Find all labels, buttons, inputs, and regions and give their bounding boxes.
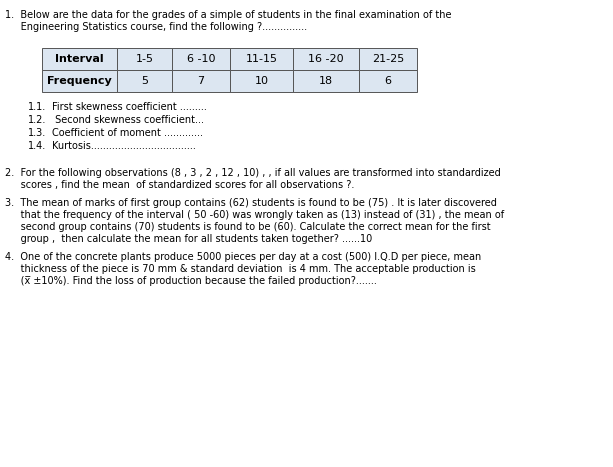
Text: 1.3.: 1.3. [28, 128, 46, 138]
Text: 4.  One of the concrete plants produce 5000 pieces per day at a cost (500) I.Q.D: 4. One of the concrete plants produce 50… [5, 252, 481, 262]
Text: 16 -20: 16 -20 [308, 54, 344, 64]
Text: group ,  then calculate the mean for all students taken together? ......10: group , then calculate the mean for all … [5, 234, 372, 244]
Bar [117, 48, 172, 70]
Text: 10: 10 [254, 76, 268, 86]
Bar [230, 70, 293, 92]
Text: second group contains (70) students is found to be (60). Calculate the correct m: second group contains (70) students is f… [5, 222, 490, 232]
Bar [172, 70, 230, 92]
Text: thickness of the piece is 70 mm & standard deviation  is 4 mm. The acceptable pr: thickness of the piece is 70 mm & standa… [5, 264, 476, 274]
Bar [359, 48, 417, 70]
Text: 18: 18 [319, 76, 333, 86]
Text: 1.4.: 1.4. [28, 141, 46, 151]
Bar [172, 48, 230, 70]
Text: 6 -10: 6 -10 [187, 54, 215, 64]
Text: Engineering Statistics course, find the following ?...............: Engineering Statistics course, find the … [5, 22, 307, 32]
Text: 1.1.: 1.1. [28, 102, 46, 112]
Text: 1.  Below are the data for the grades of a simple of students in the final exami: 1. Below are the data for the grades of … [5, 10, 452, 20]
Text: Kurtosis...................................: Kurtosis................................… [52, 141, 196, 151]
Text: 1-5: 1-5 [135, 54, 153, 64]
Text: Second skewness coefficient...: Second skewness coefficient... [52, 115, 204, 125]
Text: Coefficient of moment .............: Coefficient of moment ............. [52, 128, 203, 138]
Text: 6: 6 [384, 76, 392, 86]
Text: (x̅ ±10%). Find the loss of production because the failed production?.......: (x̅ ±10%). Find the loss of production b… [5, 276, 377, 286]
Text: 3.  The mean of marks of first group contains (62) students is found to be (75) : 3. The mean of marks of first group cont… [5, 198, 497, 208]
Bar [42, 48, 117, 70]
Text: 5: 5 [141, 76, 148, 86]
Bar [42, 70, 117, 92]
Text: First skewness coefficient .........: First skewness coefficient ......... [52, 102, 207, 112]
Bar [293, 48, 359, 70]
Text: 1.2.: 1.2. [28, 115, 47, 125]
Text: scores , find the mean  of standardized scores for all observations ?.: scores , find the mean of standardized s… [5, 180, 354, 190]
Text: 2.  For the following observations (8 , 3 , 2 , 12 , 10) , , if all values are t: 2. For the following observations (8 , 3… [5, 168, 501, 178]
Text: that the frequency of the interval ( 50 -60) was wrongly taken as (13) instead o: that the frequency of the interval ( 50 … [5, 210, 504, 220]
Bar [117, 70, 172, 92]
Text: 21-25: 21-25 [372, 54, 404, 64]
Bar [230, 48, 293, 70]
Text: Interval: Interval [55, 54, 104, 64]
Text: 7: 7 [197, 76, 205, 86]
Text: Frequency: Frequency [47, 76, 112, 86]
Text: 11-15: 11-15 [245, 54, 278, 64]
Bar [293, 70, 359, 92]
Bar [359, 70, 417, 92]
